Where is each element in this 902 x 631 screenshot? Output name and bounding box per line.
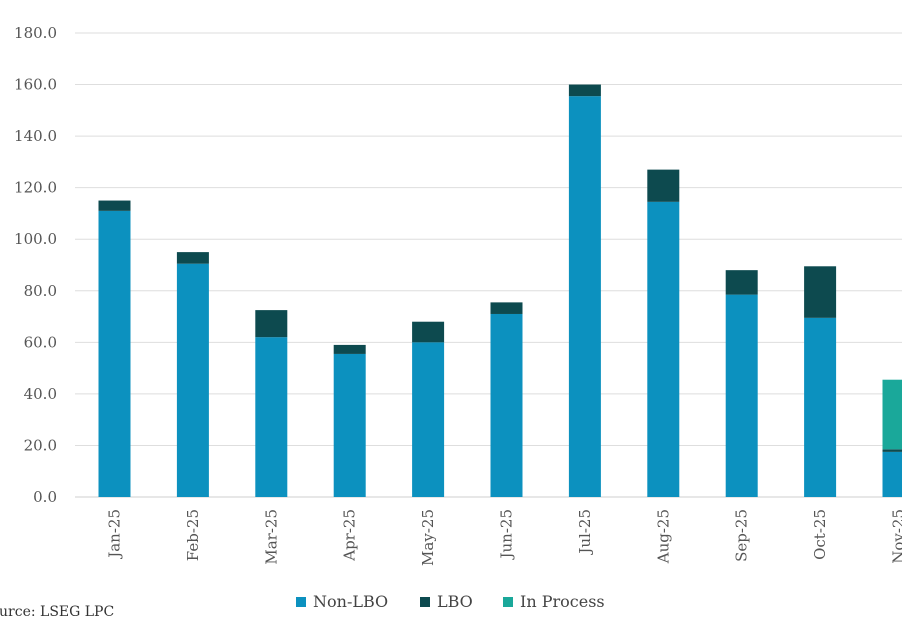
x-tick-label: Mar-25 <box>262 509 280 565</box>
y-tick-label: 180.0 <box>14 24 57 42</box>
bar-non-lbo-aug-25 <box>647 201 680 497</box>
source-note: Source: LSEG LPC <box>0 604 114 620</box>
x-tick-label: Jan-25 <box>106 509 124 560</box>
bar-non-lbo-oct-25 <box>804 317 837 497</box>
bar-lbo-mar-25 <box>255 310 288 338</box>
x-tick-label: Jul-25 <box>576 509 594 556</box>
y-tick-label: 0.0 <box>33 488 57 506</box>
y-tick-label: 120.0 <box>14 179 57 197</box>
y-tick-label: 40.0 <box>24 385 57 403</box>
bar-non-lbo-sep-25 <box>725 294 758 497</box>
bar-non-lbo-mar-25 <box>255 337 288 497</box>
x-tick-label: Oct-25 <box>811 509 829 560</box>
bar-lbo-may-25 <box>412 321 445 343</box>
y-tick-label: 100.0 <box>14 230 57 248</box>
legend-label-lbo: LBO <box>437 592 473 611</box>
y-tick-label: 140.0 <box>14 127 57 145</box>
legend-swatch-lbo <box>420 597 430 607</box>
bar-non-lbo-jan-25 <box>98 210 131 497</box>
bars <box>98 84 902 498</box>
bar-lbo-oct-25 <box>804 266 837 318</box>
y-tick-label: 60.0 <box>24 333 57 351</box>
bar-non-lbo-jun-25 <box>490 313 523 497</box>
gridlines <box>75 32 902 498</box>
bar-non-lbo-may-25 <box>412 342 445 497</box>
bar-lbo-sep-25 <box>725 270 758 295</box>
legend-label-in-process: In Process <box>520 592 605 611</box>
x-tick-label: May-25 <box>419 509 437 566</box>
bar-non-lbo-nov-25 <box>882 451 902 497</box>
bar-lbo-apr-25 <box>333 344 366 354</box>
y-tick-label: 80.0 <box>24 282 57 300</box>
x-tick-label: Aug-25 <box>654 509 672 564</box>
bar-lbo-feb-25 <box>176 252 209 264</box>
bar-non-lbo-jul-25 <box>568 96 601 498</box>
bar-lbo-nov-25 <box>882 449 902 452</box>
bar-lbo-jan-25 <box>98 200 131 211</box>
legend-label-non-lbo: Non-LBO <box>313 592 388 611</box>
y-tick-label: 160.0 <box>14 76 57 94</box>
x-tick-label: Jun-25 <box>498 509 516 561</box>
bar-non-lbo-apr-25 <box>333 353 366 497</box>
legend: Non-LBO LBO In Process <box>296 592 605 611</box>
x-tick-label: Feb-25 <box>184 509 202 561</box>
x-tick-label: Apr-25 <box>341 509 359 562</box>
legend-swatch-non-lbo <box>296 597 306 607</box>
legend-swatch-in-process <box>503 597 513 607</box>
bar-lbo-aug-25 <box>647 169 680 202</box>
bar-in-process-nov-25 <box>882 379 902 450</box>
x-axis-tick-labels: Jan-25 Feb-25 Mar-25 Apr-25 May-25 Jun-25 Jul-… <box>106 509 902 566</box>
x-tick-label: Sep-25 <box>733 509 751 562</box>
bar-non-lbo-feb-25 <box>176 263 209 497</box>
y-tick-label: 20.0 <box>24 436 57 454</box>
bar-lbo-jul-25 <box>568 84 601 97</box>
x-tick-label: Nov-25 <box>890 509 902 564</box>
y-axis-tick-labels: 0.0 20.0 40.0 60.0 80.0 100.0 120.0 140.0 160.0 1… <box>14 24 57 506</box>
bar-lbo-jun-25 <box>490 302 523 314</box>
